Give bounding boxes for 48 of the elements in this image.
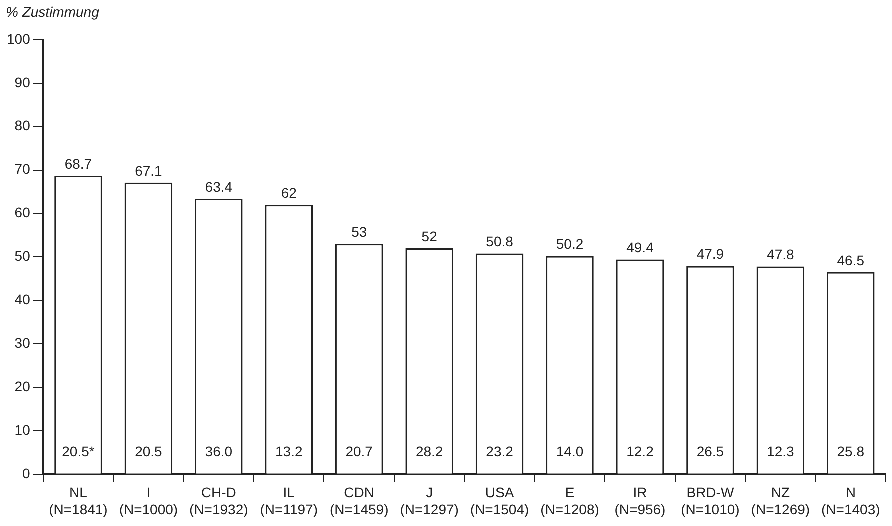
y-tick-label: 50 [14,248,31,264]
x-tick-label: CDN (N=1459) [330,484,389,518]
annotation: 13.2 [276,443,303,460]
y-tick-label: 100 [7,30,31,47]
x-tick-label: IR (N=956) [614,484,666,518]
data-label: 50.2 [556,236,584,252]
data-label: 50.8 [486,234,514,250]
data-label: 68.7 [64,156,92,172]
data-label: 47.9 [696,246,724,262]
x-tick-label: IL (N=1197) [260,484,318,518]
data-label: 52 [422,228,438,244]
annotation: 20.7 [346,443,374,460]
annotation: 23.2 [486,443,514,460]
data-label: 47.8 [767,246,795,263]
x-tick-label: NZ (N=1269) [751,484,810,518]
y-tick-label: 80 [14,118,31,134]
x-tick-label: I (N=1000) [119,484,178,518]
y-tick-label: 60 [14,204,31,221]
y-tick-label: 40 [14,292,31,308]
data-label: 46.5 [837,252,865,268]
annotation: 14.0 [556,443,584,460]
x-tick-label: USA (N=1504) [470,484,530,518]
annotation: 20.5* [62,443,96,460]
y-tick-label: 10 [14,422,31,438]
x-tick-label: CH-D (N=1932) [190,484,248,518]
annotation: 12.2 [626,443,654,460]
x-tick-label: E (N=1208) [540,484,600,518]
y-tick-label: 30 [14,334,31,351]
data-label: 53 [352,224,368,240]
data-label: 67.1 [135,162,163,179]
data-label: 63.4 [205,178,233,195]
y-tick-label: 20 [14,378,31,394]
y-tick-label: 0 [22,465,31,482]
annotation: 36.0 [205,443,233,460]
y-tick-label: 90 [14,74,31,90]
annotation: 28.2 [416,443,444,460]
annotation: 20.5 [135,443,163,460]
y-tick-label: 70 [14,161,31,178]
y-axis-title: % Zustimmung [6,4,100,20]
x-tick-label: N (N=1403) [822,484,880,518]
annotation: 12.3 [767,443,795,460]
x-tick-label: J (N=1297) [400,484,459,518]
data-label: 49.4 [626,240,654,256]
annotation: 25.8 [837,443,865,460]
x-tick-label: NL (N=1841) [49,484,108,518]
annotation: 26.5 [696,443,724,460]
x-tick-label: BRD-W (N=1010) [681,484,740,518]
data-label: 62 [281,184,298,201]
